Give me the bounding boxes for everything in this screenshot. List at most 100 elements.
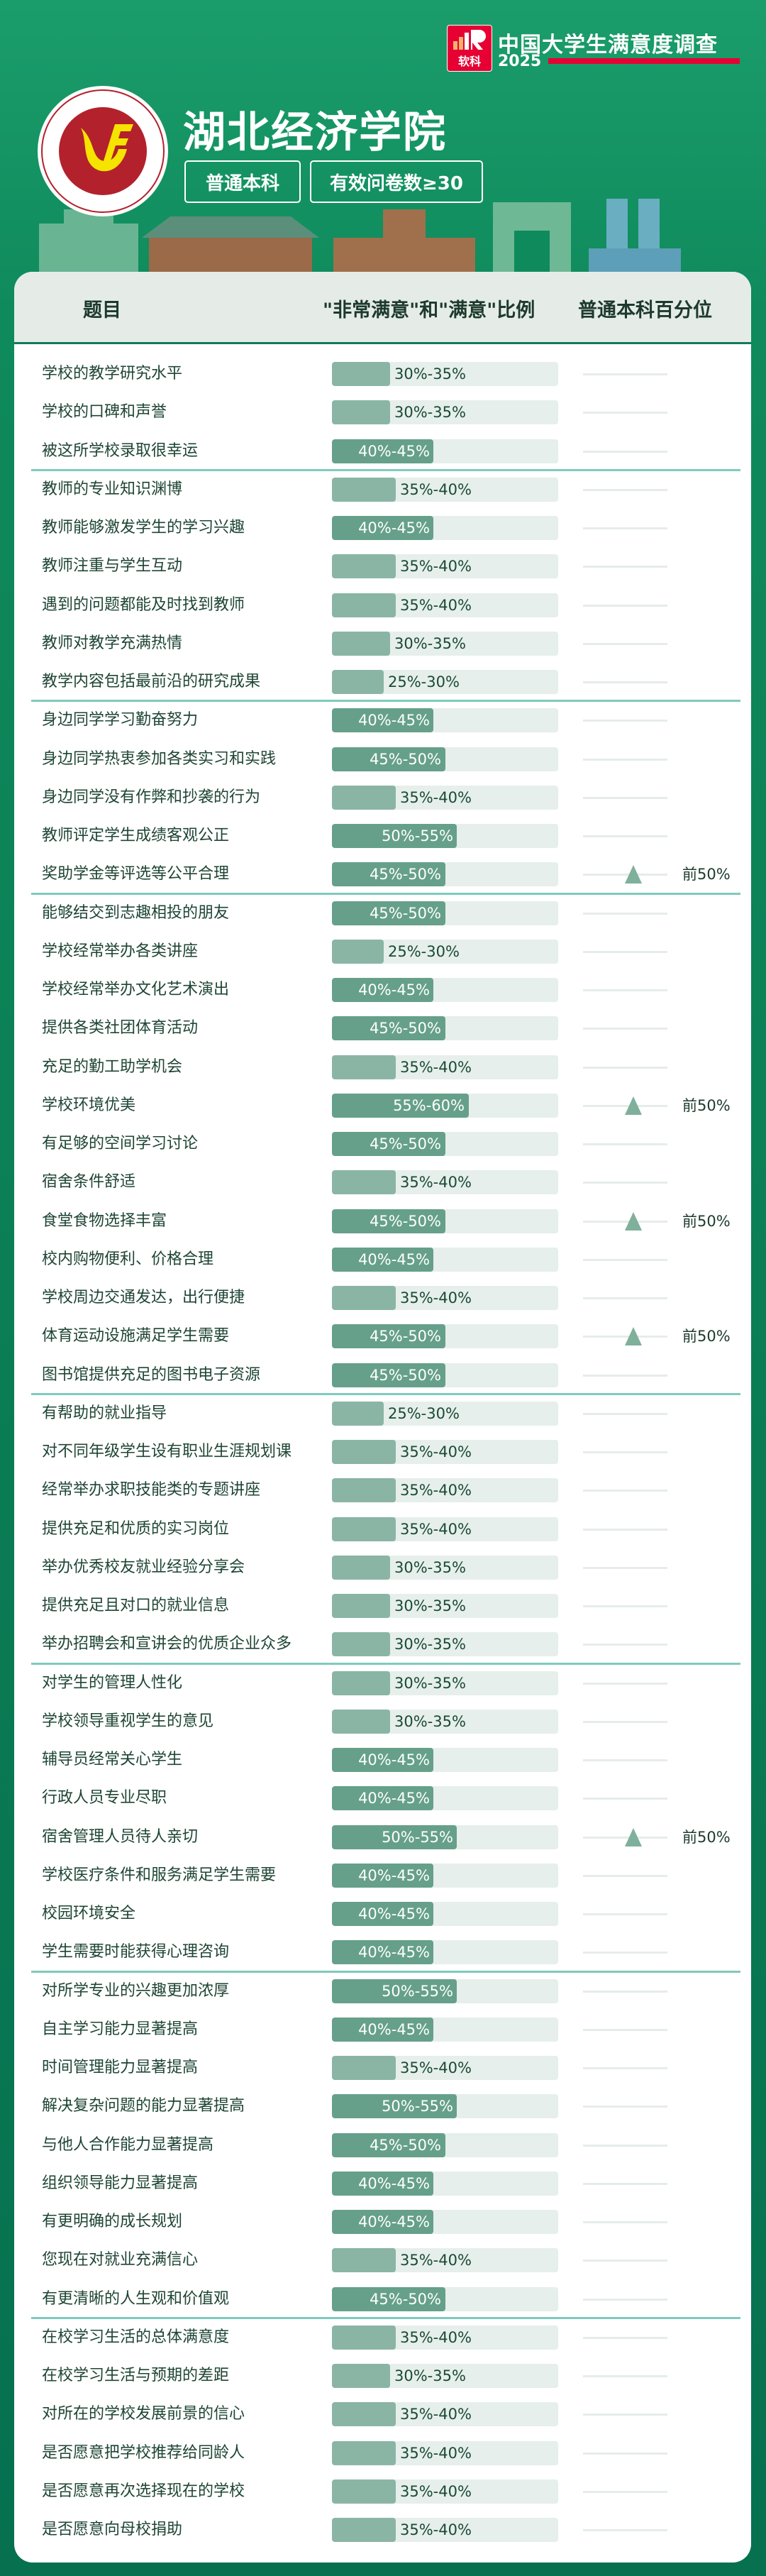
- table-row: 身边同学学习勤奋努力 40%-45%: [14, 708, 751, 733]
- ratio-bar: 35%-40%: [332, 1478, 558, 1503]
- ratio-range-label: 45%-50%: [370, 1366, 441, 1384]
- ratio-bar: 30%-35%: [332, 631, 558, 656]
- ratio-bar-fill: [332, 2017, 433, 2042]
- ratio-bar: 35%-40%: [332, 2056, 558, 2080]
- table-row: 是否愿意再次选择现在的学校 35%-40%: [14, 2479, 751, 2504]
- ratio-bar: 30%-35%: [332, 362, 558, 386]
- ratio-range-label: 40%-45%: [358, 442, 430, 460]
- table-row: 教学内容包括最前沿的研究成果 25%-30%: [14, 670, 751, 694]
- row-label: 提供充足和优质的实习岗位: [42, 1519, 230, 1538]
- ratio-bar: 35%-40%: [332, 593, 558, 617]
- percentile-track: [583, 1028, 667, 1030]
- percentile-track: [583, 2182, 667, 2185]
- ratio-bar-fill: [332, 1709, 390, 1734]
- row-label: 学生需要时能获得心理咨询: [42, 1943, 230, 1961]
- percentile-track: [583, 412, 667, 414]
- svg-text:软科: 软科: [458, 55, 481, 68]
- ratio-bar-fill: [332, 1401, 384, 1426]
- table-row: 自主学习能力显著提高 40%-45%: [14, 2017, 751, 2042]
- ratio-range-label: 35%-40%: [400, 2328, 472, 2346]
- table-row: 有更清晰的人生观和价值观 45%-50%: [14, 2286, 751, 2311]
- percentile-track: [583, 1566, 667, 1569]
- percentile-track: [583, 1720, 667, 1723]
- header-item: 题目: [83, 299, 121, 321]
- ratio-bar: 30%-35%: [332, 1555, 558, 1580]
- ratio-range-label: 35%-40%: [400, 1174, 472, 1191]
- row-label: 您现在对就业充满信心: [42, 2251, 199, 2269]
- ratio-bar: 45%-50%: [332, 2286, 558, 2311]
- percentile-track: [583, 835, 667, 837]
- percentile-track: [583, 1798, 667, 1800]
- row-label: 对所学专业的兴趣更加浓厚: [42, 1981, 230, 2000]
- ratio-range-label: 50%-55%: [382, 2098, 453, 2115]
- ratio-range-label: 45%-50%: [370, 1020, 441, 1037]
- group-separator: [31, 468, 740, 471]
- ratio-bar-fill: [332, 631, 390, 656]
- ratio-bar-fill: [332, 2132, 445, 2157]
- ratio-bar: 45%-50%: [332, 1016, 558, 1041]
- percentile-track: [583, 1759, 667, 1761]
- table-row: 校园环境安全 40%-45%: [14, 1902, 751, 1926]
- percentile-track: [583, 2413, 667, 2416]
- ratio-range-label: 25%-30%: [388, 942, 460, 960]
- ratio-bar-fill: [332, 1748, 433, 1772]
- percentile-value: 前50%: [682, 1328, 731, 1345]
- ratio-range-label: 30%-35%: [394, 1712, 466, 1730]
- row-label: 与他人合作能力显著提高: [42, 2135, 214, 2154]
- percentile-track: [583, 1490, 667, 1492]
- ratio-bar-fill: [332, 785, 396, 810]
- row-label: 行政人员专业尽职: [42, 1789, 167, 1807]
- row-label: 在校学习生活的总体满意度: [42, 2328, 230, 2346]
- ratio-bar-fill: [332, 1363, 445, 1387]
- percentile-track: [583, 2298, 667, 2301]
- ratio-range-label: 40%-45%: [358, 1905, 430, 1922]
- percentile-track: [583, 1374, 667, 1377]
- percentile-track: [583, 681, 667, 683]
- ratio-bar-fill: [332, 2056, 396, 2080]
- ratio-bar: 35%-40%: [332, 1170, 558, 1195]
- row-label: 食堂食物选择丰富: [42, 1211, 167, 1230]
- ratio-range-label: 40%-45%: [358, 1866, 430, 1884]
- percentile-track: [583, 1182, 667, 1184]
- ratio-bar: 35%-40%: [332, 2402, 558, 2427]
- ratio-bar: 30%-35%: [332, 2364, 558, 2388]
- row-label: 被这所学校录取很幸运: [42, 441, 199, 460]
- table-row: 宿舍条件舒适 35%-40%: [14, 1170, 751, 1195]
- ratio-bar: 40%-45%: [332, 1940, 558, 1965]
- row-label: 教师评定学生成绩客观公正: [42, 827, 230, 844]
- ratio-bar: 40%-45%: [332, 1902, 558, 1926]
- ratio-range-label: 40%-45%: [358, 712, 430, 730]
- group-separator: [31, 892, 740, 895]
- ratio-bar: 45%-50%: [332, 2132, 558, 2157]
- ratio-bar-fill: [332, 593, 396, 617]
- ratio-range-label: 35%-40%: [400, 2521, 472, 2538]
- ratio-bar: 45%-50%: [332, 1324, 558, 1349]
- percentile-track: [583, 488, 667, 491]
- table-row: 学校经常举办文化艺术演出 40%-45%: [14, 978, 751, 1002]
- row-label: 提供充足且对口的就业信息: [42, 1597, 230, 1614]
- table-row: 被这所学校录取很幸运 40%-45%: [14, 439, 751, 463]
- ratio-bar-fill: [332, 978, 433, 1002]
- ratio-bar: 45%-50%: [332, 1363, 558, 1387]
- percentile-track: [583, 1412, 667, 1415]
- ratio-bar-fill: [332, 2248, 396, 2273]
- percentile-track: [583, 642, 667, 645]
- ratio-bar: 35%-40%: [332, 2518, 558, 2542]
- row-label: 提供各类社团体育活动: [42, 1019, 199, 1037]
- ratio-range-label: 55%-60%: [393, 1096, 465, 1114]
- percentile-track: [583, 1143, 667, 1145]
- row-label: 学校周边交通发达，出行便捷: [42, 1289, 245, 1306]
- table-row: 在校学习生活的总体满意度 35%-40%: [14, 2325, 751, 2350]
- tag-sample-size: 有效问卷数≥30: [310, 160, 483, 203]
- ratio-bar-fill: [332, 1440, 396, 1464]
- row-label: 教学内容包括最前沿的研究成果: [42, 673, 261, 690]
- table-row: 学校环境优美 55%-60% 前50%: [14, 1093, 751, 1118]
- ratio-bar: 40%-45%: [332, 978, 558, 1002]
- ratio-bar-fill: [332, 2286, 445, 2311]
- table-row: 与他人合作能力显著提高 45%-50%: [14, 2132, 751, 2157]
- percentile-track: [583, 950, 667, 953]
- brand-logo: 软科: [447, 25, 492, 72]
- ratio-range-label: 40%-45%: [358, 1944, 430, 1961]
- row-label: 经常举办求职技能类的专题讲座: [42, 1481, 261, 1499]
- ratio-bar-fill: [332, 362, 390, 386]
